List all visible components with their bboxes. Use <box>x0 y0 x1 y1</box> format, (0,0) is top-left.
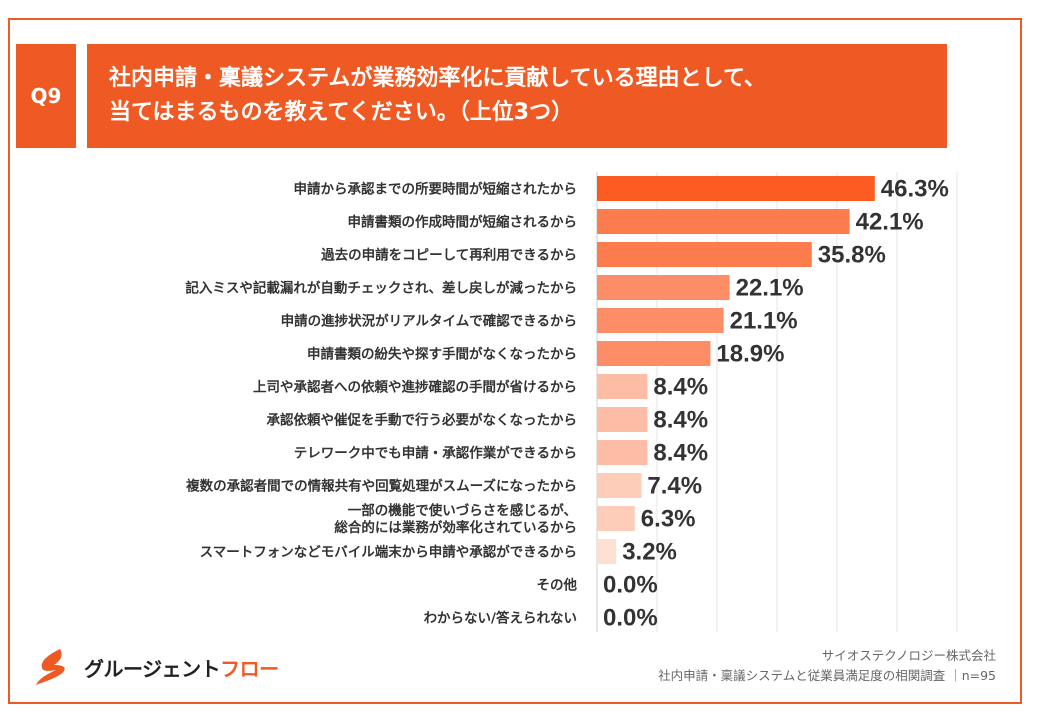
value-label-12: 3.2% <box>622 539 677 566</box>
source-company: サイオステクノロジー株式会社 <box>821 648 996 663</box>
value-label-2: 42.1% <box>856 209 924 236</box>
bar-9 <box>597 440 648 465</box>
value-label-10: 7.4% <box>647 473 702 500</box>
value-label-9: 8.4% <box>653 440 708 467</box>
category-label-8: 承認依頼や催促を手動で行う必要がなくなったから <box>267 412 578 429</box>
category-label-6: 申請書類の紛失や探す手間がなくなったから <box>307 346 577 363</box>
category-label-11-line-1: 一部の機能で使いづらさを感じるが、 <box>348 502 577 519</box>
bar-12 <box>597 539 617 564</box>
value-label-4: 22.1% <box>736 275 804 302</box>
value-label-14: 0.0% <box>603 605 658 632</box>
bar-7 <box>597 374 648 399</box>
value-label-1: 46.3% <box>881 176 949 203</box>
bar-4 <box>597 275 730 300</box>
category-label-1: 申請から承認までの所要時間が短縮されたから <box>294 181 578 198</box>
brand-logo: グルージェントフロー <box>30 645 279 689</box>
question-badge: Q9 <box>16 44 76 148</box>
value-label-3: 35.8% <box>818 242 886 269</box>
bar-11 <box>597 506 635 531</box>
brand-name: グルージェントフロー <box>84 653 279 682</box>
category-label-10: 複数の承認者間での情報共有や回覧処理がスムーズになったから <box>185 478 577 495</box>
category-label-14: わからない/答えられない <box>424 610 577 627</box>
value-label-8: 8.4% <box>653 407 708 434</box>
bar-1 <box>597 176 875 201</box>
bar-6 <box>597 341 711 366</box>
brand-name-part2: フロー <box>220 656 279 681</box>
question-title: 社内申請・稟議システムが業務効率化に貢献している理由として、 当てはまるものを教… <box>87 44 947 148</box>
value-label-7: 8.4% <box>653 374 708 401</box>
category-label-5: 申請の進捗状況がリアルタイムで確認できるから <box>281 313 577 330</box>
category-label-7: 上司や承認者への依頼や進捗確認の手間が省けるから <box>253 379 577 396</box>
brand-name-part1: グルージェント <box>84 656 221 681</box>
bar-2 <box>597 209 850 234</box>
category-label-13: その他 <box>537 577 578 594</box>
source-survey: 社内申請・稟議システムと従業員満足度の相関調査 ｜n=95 <box>658 668 996 683</box>
title-line-2: 当てはまるものを教えてください。（上位3つ） <box>109 100 574 125</box>
category-label-2: 申請書類の作成時間が短縮されるから <box>348 214 578 231</box>
title-line-1: 社内申請・稟議システムが業務効率化に貢献している理由として、 <box>109 66 766 91</box>
category-label-11-line-2: 総合的には業務が効率化されているから <box>334 519 577 536</box>
value-label-13: 0.0% <box>603 572 658 599</box>
flame-s-icon <box>36 649 65 685</box>
value-label-11: 6.3% <box>641 506 696 533</box>
source-note: サイオステクノロジー株式会社 社内申請・稟議システムと従業員満足度の相関調査 ｜… <box>658 646 996 686</box>
category-label-3: 過去の申請をコピーして再利用できるから <box>320 247 577 264</box>
bar-5 <box>597 308 724 333</box>
value-label-6: 18.9% <box>716 341 784 368</box>
category-label-12: スマートフォンなどモバイル端末から申請や承認ができるから <box>200 544 577 561</box>
bar-3 <box>597 242 812 267</box>
value-label-5: 21.1% <box>730 308 798 335</box>
category-label-4: 記入ミスや記載漏れが自動チェックされ、差し戻しが減ったから <box>185 280 577 297</box>
category-label-9: テレワーク中でも申請・承認作業ができるから <box>294 445 577 462</box>
bar-10 <box>597 473 642 498</box>
bar-8 <box>597 407 648 432</box>
